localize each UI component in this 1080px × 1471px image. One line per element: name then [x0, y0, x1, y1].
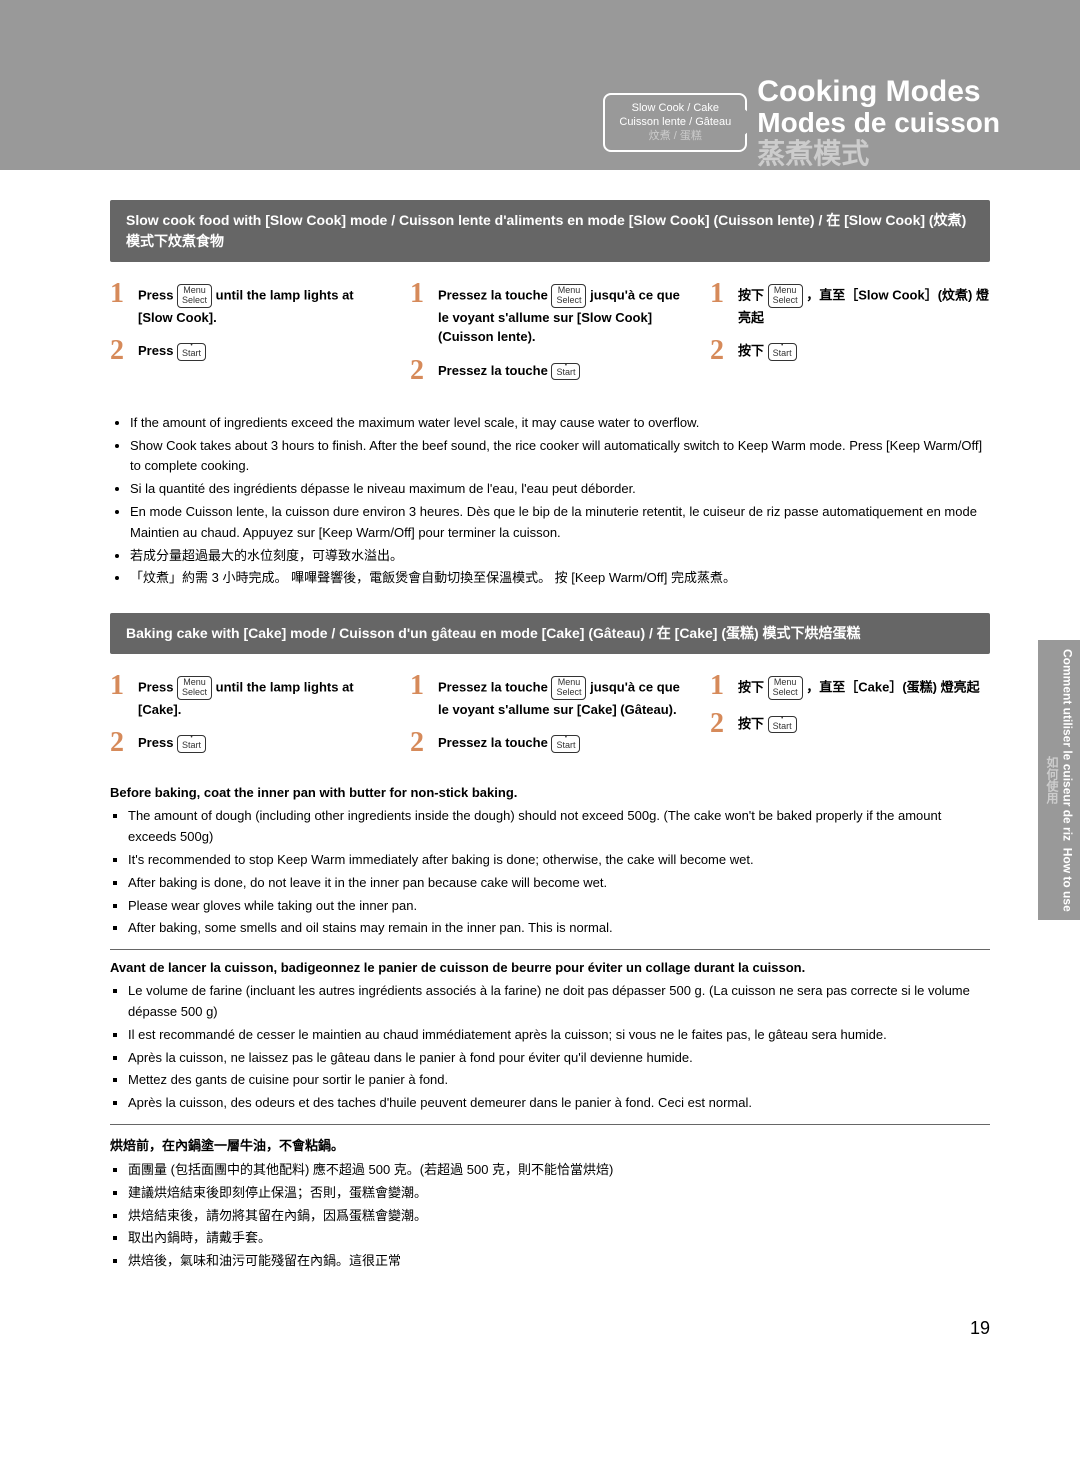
title-en: Cooking Modes	[757, 75, 1000, 108]
cake-steps: 1 Press MenuSelect until the lamp lights…	[110, 672, 990, 767]
start-button: Start	[177, 343, 206, 360]
side-tab: Comment utiliser le cuiseur de riz How t…	[1038, 640, 1080, 920]
menu-select-button: MenuSelect	[768, 676, 803, 700]
divider	[110, 949, 990, 950]
start-button: Start	[768, 716, 797, 733]
cake-warning-title-en: Before baking, coat the inner pan with b…	[110, 785, 990, 800]
step-number: 1	[410, 672, 428, 700]
step-number: 2	[110, 729, 128, 757]
cake-warnings-zh: 面團量 (包括面團中的其他配料) 應不超過 500 克。(若超過 500 克，則…	[110, 1160, 990, 1272]
slowcook-steps: 1 Press MenuSelect until the lamp lights…	[110, 280, 990, 395]
step-number: 1	[410, 280, 428, 308]
badge-line2: Cuisson lente / Gâteau	[619, 115, 731, 129]
mode-badge: Slow Cook / Cake Cuisson lente / Gâteau …	[603, 93, 747, 152]
step-number: 1	[710, 672, 728, 700]
cake-warnings-en: The amount of dough (including other ing…	[110, 806, 990, 939]
header-bar: Slow Cook / Cake Cuisson lente / Gâteau …	[0, 0, 1080, 170]
menu-select-button: MenuSelect	[551, 284, 586, 308]
step-number: 2	[110, 337, 128, 365]
step-number: 1	[710, 280, 728, 308]
start-button: Start	[768, 343, 797, 360]
sidetab-en: How to use	[1061, 847, 1075, 911]
step-number: 2	[410, 357, 428, 385]
badge-line1: Slow Cook / Cake	[619, 101, 731, 115]
divider	[110, 1124, 990, 1125]
menu-select-button: MenuSelect	[768, 284, 803, 308]
title-zh: 蒸煮模式	[757, 139, 1000, 170]
cake-warning-title-fr: Avant de lancer la cuisson, badigeonnez …	[110, 960, 990, 975]
step-number: 1	[110, 672, 128, 700]
start-button: Start	[177, 735, 206, 752]
start-button: Start	[551, 735, 580, 752]
slowcook-header: Slow cook food with [Slow Cook] mode / C…	[110, 200, 990, 262]
sidetab-zh: 如何使用	[1045, 756, 1059, 804]
cake-header: Baking cake with [Cake] mode / Cuisson d…	[110, 613, 990, 654]
slowcook-notes: If the amount of ingredients exceed the …	[110, 413, 990, 589]
cake-warning-title-zh: 烘焙前，在內鍋塗一層牛油，不會粘鍋。	[110, 1135, 990, 1154]
menu-select-button: MenuSelect	[177, 284, 212, 308]
menu-select-button: MenuSelect	[551, 676, 586, 700]
step-number: 2	[710, 710, 728, 738]
page-number: 19	[0, 1318, 1080, 1369]
sidetab-fr: Comment utiliser le cuiseur de riz	[1061, 649, 1075, 841]
cake-warnings-fr: Le volume de farine (incluant les autres…	[110, 981, 990, 1114]
title-fr: Modes de cuisson	[757, 108, 1000, 139]
step-number: 2	[410, 729, 428, 757]
menu-select-button: MenuSelect	[177, 676, 212, 700]
badge-line3: 炆煮 / 蛋糕	[619, 129, 731, 143]
step-number: 2	[710, 337, 728, 365]
step-number: 1	[110, 280, 128, 308]
start-button: Start	[551, 363, 580, 380]
